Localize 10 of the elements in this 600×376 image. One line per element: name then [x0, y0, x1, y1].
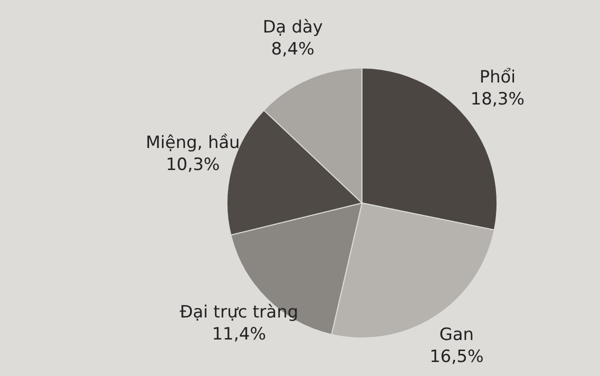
data-label: 18,3% — [470, 89, 525, 110]
data-label: 10,3% — [166, 155, 220, 176]
slice-label: Gan — [439, 325, 474, 346]
data-label: 16,5% — [430, 347, 484, 368]
data-label: 11,4% — [212, 324, 266, 344]
slice-label: Phổi — [479, 67, 516, 88]
slice-label: Miệng, hầu — [146, 133, 240, 154]
data-label: 8,4% — [271, 39, 314, 60]
slice-label: Đại trực tràng — [180, 302, 298, 322]
slice-label: Dạ dày — [262, 17, 323, 38]
